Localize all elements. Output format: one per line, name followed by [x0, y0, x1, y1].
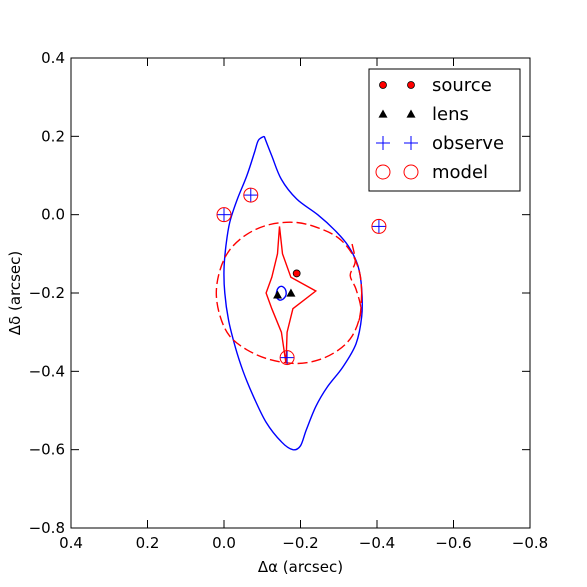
- markers-layer: [216, 187, 387, 366]
- caustic-fold: [349, 243, 362, 325]
- legend-marker-lens: [406, 109, 416, 118]
- y-tick-label: 0.2: [41, 127, 65, 145]
- x-axis-label: Δα (arcsec): [258, 558, 343, 576]
- outer-caustic: [215, 221, 363, 365]
- x-tick-label: 0.2: [136, 534, 160, 552]
- observe-point: [371, 219, 386, 234]
- legend-marker-model: [403, 164, 419, 180]
- legend-label-observe: observe: [432, 133, 504, 154]
- legend-label-model: model: [432, 162, 488, 183]
- model-point: [243, 187, 259, 203]
- critical-curve: [223, 135, 363, 451]
- x-tick-label: 0.4: [59, 534, 83, 552]
- legend-marker-model: [375, 164, 391, 180]
- x-tick-label: −0.4: [359, 534, 395, 552]
- y-tick-label: 0.0: [41, 206, 65, 224]
- legend-marker-observe: [376, 136, 390, 150]
- legend-box: [368, 68, 521, 192]
- legend: source lens observe model: [368, 68, 521, 192]
- x-tick-label: −0.2: [282, 534, 318, 552]
- lens-point: [286, 288, 296, 297]
- source-point: [292, 269, 301, 278]
- observe-point: [243, 188, 258, 203]
- model-point: [279, 350, 295, 366]
- y-tick-label: −0.4: [29, 362, 65, 380]
- ticks-layer: 0.4 0.2 0.0 −0.2 −0.4 −0.6 −0.80.40.20.0−0.2−0…: [29, 49, 549, 552]
- y-tick-label: −0.6: [29, 441, 65, 459]
- observe-point: [280, 350, 295, 365]
- x-tick-label: −0.6: [435, 534, 471, 552]
- caustic-curve: [265, 226, 318, 364]
- y-tick-label: 0.4: [41, 49, 65, 67]
- legend-marker-observe: [404, 136, 418, 150]
- legend-label-source: source: [432, 75, 492, 96]
- x-tick-label: 0.0: [212, 534, 236, 552]
- lens-point: [273, 290, 283, 299]
- x-tick-label: −0.8: [512, 534, 548, 552]
- y-tick-label: −0.2: [29, 284, 65, 302]
- legend-label-lens: lens: [432, 104, 469, 125]
- model-point: [371, 218, 387, 234]
- legend-marker-source: [407, 81, 415, 89]
- y-tick-label: −0.8: [29, 519, 65, 537]
- curves-layer: [215, 135, 363, 451]
- observe-point: [217, 207, 231, 222]
- inner-critical-curve: [274, 285, 287, 301]
- model-point: [216, 207, 232, 223]
- legend-marker-source: [379, 81, 387, 89]
- y-axis-label: Δδ (arcsec): [6, 251, 24, 335]
- legend-marker-lens: [378, 109, 388, 118]
